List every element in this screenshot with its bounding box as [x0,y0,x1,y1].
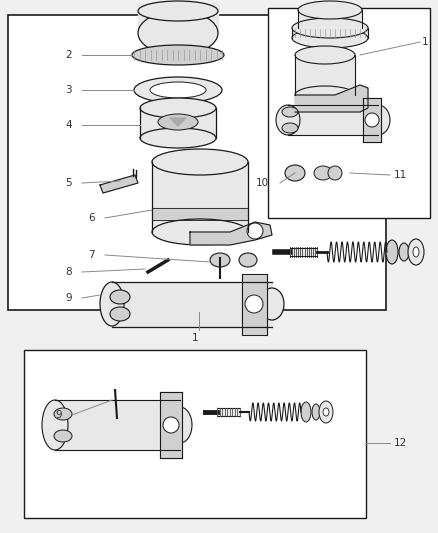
Polygon shape [363,98,381,142]
Polygon shape [292,28,368,38]
Ellipse shape [292,18,368,38]
Ellipse shape [323,408,329,416]
Polygon shape [295,85,368,112]
Ellipse shape [138,1,218,21]
Ellipse shape [140,128,216,148]
Ellipse shape [163,417,179,433]
Ellipse shape [276,105,300,135]
Text: 8: 8 [65,267,72,277]
Polygon shape [298,10,362,28]
Text: 12: 12 [394,438,407,448]
Ellipse shape [295,86,355,104]
Ellipse shape [298,1,362,19]
Polygon shape [160,392,182,458]
Ellipse shape [282,107,298,117]
Text: 10: 10 [256,178,269,188]
Polygon shape [152,162,248,232]
Polygon shape [295,55,355,95]
Polygon shape [100,175,138,193]
Text: 2: 2 [65,50,72,60]
Ellipse shape [260,288,284,320]
Ellipse shape [365,113,379,127]
Ellipse shape [110,290,130,304]
Ellipse shape [140,98,216,118]
Polygon shape [55,400,180,450]
Text: 11: 11 [394,170,407,180]
Polygon shape [170,118,186,126]
Ellipse shape [158,114,198,130]
Polygon shape [152,208,248,220]
Text: 7: 7 [88,250,95,260]
Ellipse shape [54,408,72,420]
Text: 9: 9 [55,410,62,420]
Bar [8,15,386,310]
Polygon shape [190,222,272,245]
Text: 9: 9 [65,293,72,303]
Ellipse shape [292,28,368,48]
Ellipse shape [247,223,263,239]
Ellipse shape [150,82,206,98]
Text: 3: 3 [65,85,72,95]
Text: 4: 4 [65,120,72,130]
Ellipse shape [168,407,192,443]
Polygon shape [112,282,272,327]
Ellipse shape [312,404,320,420]
Ellipse shape [282,123,298,133]
Ellipse shape [152,149,248,175]
Polygon shape [140,108,216,138]
Ellipse shape [245,295,263,313]
Polygon shape [242,274,267,335]
Ellipse shape [138,11,218,55]
Polygon shape [217,408,240,416]
Text: 1: 1 [422,37,429,47]
Ellipse shape [314,166,332,180]
Ellipse shape [366,105,390,135]
Ellipse shape [319,401,333,423]
Ellipse shape [413,247,419,257]
Polygon shape [290,248,317,256]
Bar [268,8,430,218]
Ellipse shape [295,46,355,64]
Polygon shape [138,3,218,33]
Text: 6: 6 [88,213,95,223]
Ellipse shape [408,239,424,265]
Ellipse shape [54,430,72,442]
Ellipse shape [386,240,398,264]
Ellipse shape [301,402,311,422]
Text: 1: 1 [192,333,198,343]
Ellipse shape [328,166,342,180]
Ellipse shape [100,282,124,326]
Text: 5: 5 [65,178,72,188]
Ellipse shape [42,400,68,450]
Ellipse shape [134,77,222,103]
Ellipse shape [132,45,224,65]
Ellipse shape [110,307,130,321]
Ellipse shape [239,253,257,267]
Polygon shape [288,105,378,135]
Ellipse shape [285,165,305,181]
Bar [24,350,366,518]
Ellipse shape [152,219,248,245]
Ellipse shape [399,243,409,261]
Ellipse shape [210,253,230,267]
